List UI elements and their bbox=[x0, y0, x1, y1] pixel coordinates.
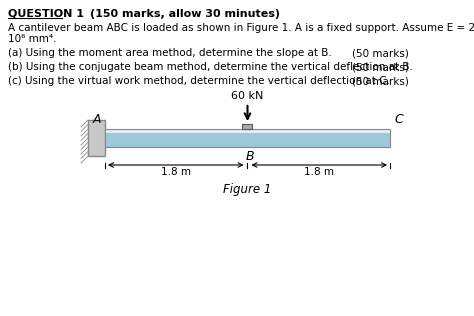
Text: (b) Using the conjugate beam method, determine the vertical deflection at B.: (b) Using the conjugate beam method, det… bbox=[8, 62, 413, 72]
Bar bbox=[105, 129, 390, 133]
Bar bbox=[105, 129, 390, 147]
Text: A: A bbox=[92, 113, 101, 126]
Text: (50 marks): (50 marks) bbox=[352, 62, 409, 72]
Text: C: C bbox=[394, 113, 403, 126]
Text: (c) Using the virtual work method, determine the vertical deflection at C.: (c) Using the virtual work method, deter… bbox=[8, 76, 390, 86]
Text: QUESTION 1: QUESTION 1 bbox=[8, 9, 84, 19]
Text: B: B bbox=[245, 150, 254, 163]
Text: (150 marks, allow 30 minutes): (150 marks, allow 30 minutes) bbox=[90, 9, 280, 19]
Text: A cantilever beam ABC is loaded as shown in Figure 1. A is a fixed support. Assu: A cantilever beam ABC is loaded as shown… bbox=[8, 23, 474, 33]
Bar bbox=[88, 120, 105, 156]
Bar bbox=[105, 129, 390, 147]
Text: (50 marks): (50 marks) bbox=[352, 76, 409, 86]
Text: (a) Using the moment area method, determine the slope at B.: (a) Using the moment area method, determ… bbox=[8, 48, 332, 58]
Bar bbox=[105, 143, 390, 147]
Text: (50 marks): (50 marks) bbox=[352, 48, 409, 58]
Text: 1.8 m: 1.8 m bbox=[304, 167, 334, 177]
Text: Figure 1: Figure 1 bbox=[223, 183, 272, 196]
Bar bbox=[243, 124, 253, 129]
Text: 1.8 m: 1.8 m bbox=[161, 167, 191, 177]
Text: 10⁶ mm⁴.: 10⁶ mm⁴. bbox=[8, 34, 56, 44]
Text: 60 kN: 60 kN bbox=[231, 91, 264, 101]
